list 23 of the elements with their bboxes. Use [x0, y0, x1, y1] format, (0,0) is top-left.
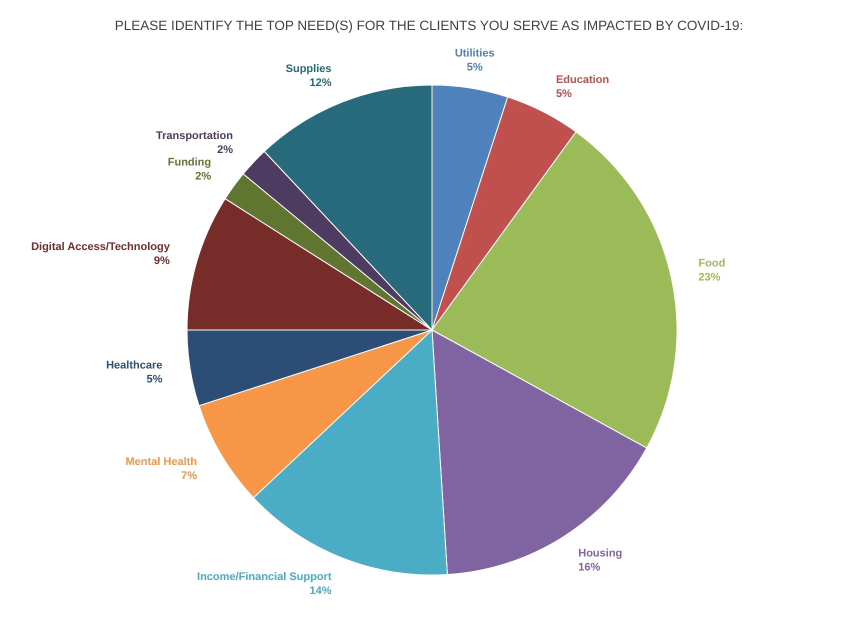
slice-label: Digital Access/Technology: [31, 240, 171, 253]
slice-label: Transportation: [156, 130, 234, 142]
data-label: 2%: [195, 170, 212, 183]
data-label: 7%: [181, 470, 198, 482]
data-label: 9%: [154, 254, 170, 267]
data-label: 5%: [146, 374, 163, 386]
data-label: 5%: [556, 88, 572, 100]
slice-label: Healthcare: [106, 360, 162, 372]
data-label: 23%: [698, 271, 721, 284]
chart-title: PLEASE IDENTIFY THE TOP NEED(S) FOR THE CLIENTS YOU SERVE AS IMPACTED BY COVID-19:: [114, 18, 744, 33]
slice-label: Funding: [168, 156, 212, 169]
slice-label: Supplies: [286, 63, 332, 76]
slice-label: Food: [698, 257, 726, 270]
data-label: 5%: [466, 61, 483, 74]
slice-label: Housing: [578, 548, 622, 560]
data-label: 12%: [309, 77, 332, 90]
data-label: 14%: [309, 584, 332, 597]
slice-label: Mental Health: [126, 456, 198, 468]
data-label: 16%: [578, 562, 601, 574]
slice-label: Education: [556, 74, 610, 86]
data-label: 2%: [217, 144, 234, 156]
slice-label: Utilities: [454, 47, 495, 60]
slice-label: Income/Financial Support: [197, 570, 332, 583]
